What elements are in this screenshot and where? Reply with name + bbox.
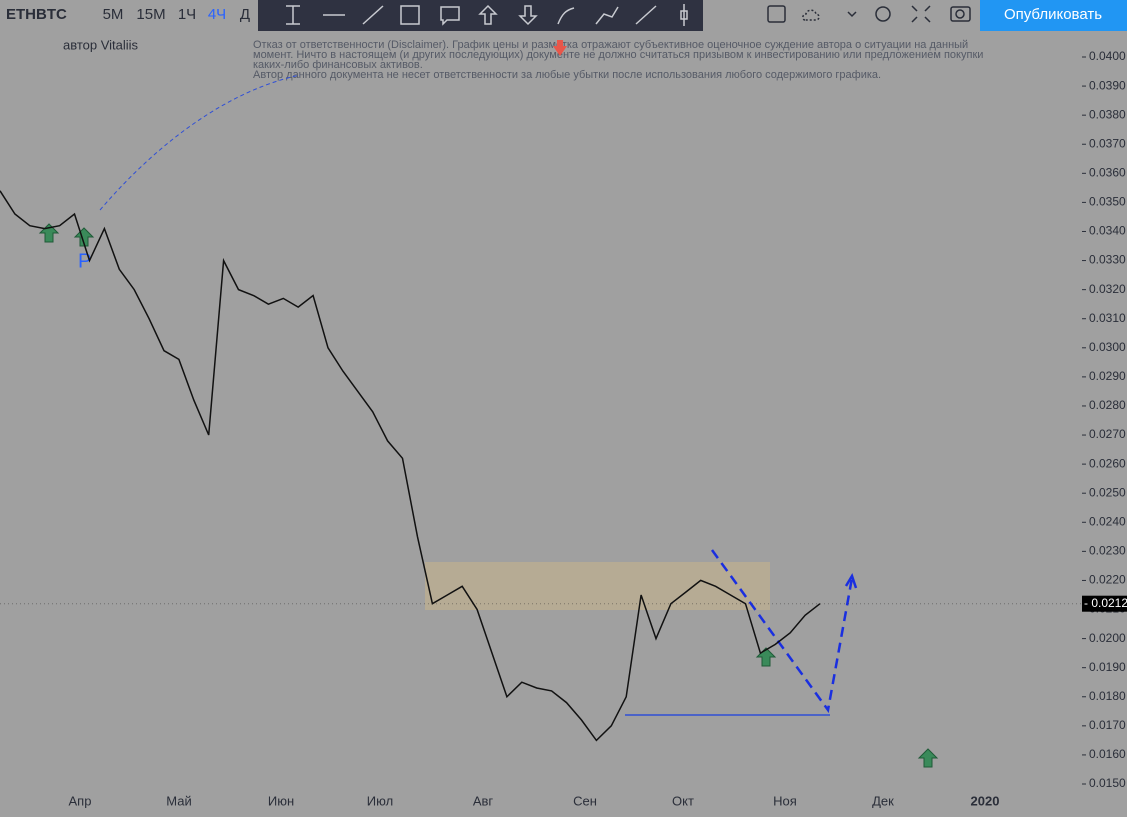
- y-tick-label: 0.0350: [1089, 195, 1126, 209]
- down-arrow: [553, 40, 567, 56]
- y-tick-label: 0.0320: [1089, 282, 1126, 296]
- x-tick-label: Сен: [573, 793, 597, 808]
- disclaimer-line: Отказ от ответственности (Disclaimer). Г…: [253, 39, 968, 51]
- y-tick-label: 0.0190: [1089, 660, 1126, 674]
- x-tick-label: Июл: [367, 793, 393, 808]
- interval[interactable]: 4Ч: [208, 6, 226, 23]
- y-tick-label: 0.0200: [1089, 631, 1126, 645]
- y-tick-label: 0.0370: [1089, 136, 1126, 150]
- y-tick-label: 0.0360: [1089, 165, 1126, 179]
- y-tick-label: 0.0170: [1089, 718, 1126, 732]
- last-price-tag: [1082, 595, 1127, 612]
- price-line: [0, 190, 821, 742]
- y-tick-label: 0.0160: [1089, 747, 1126, 761]
- y-tick-label: 0.0280: [1089, 398, 1126, 412]
- y-tick-label: 0.0240: [1089, 514, 1126, 528]
- last-price-label: - 0.0212: [1084, 596, 1127, 610]
- forecast-arrow: [710, 549, 854, 714]
- y-tick-label: 0.0300: [1089, 340, 1126, 354]
- x-tick-label: Апр: [69, 793, 92, 808]
- interval[interactable]: Д: [240, 6, 250, 23]
- y-tick-label: 0.0260: [1089, 456, 1126, 470]
- x-tick-label: Авг: [473, 793, 494, 808]
- interval[interactable]: 5M: [103, 6, 124, 23]
- disclaimer-line: Автор данного документа не несет ответст…: [253, 69, 881, 81]
- y-tick-label: 0.0340: [1089, 224, 1126, 238]
- x-tick-label: 2020: [971, 793, 1000, 808]
- interval[interactable]: 15M: [136, 6, 165, 23]
- publish-button[interactable]: [980, 0, 1127, 31]
- author: автор Vitaliis: [63, 37, 139, 52]
- arrowhead: [844, 573, 858, 589]
- y-tick-label: 0.0330: [1089, 253, 1126, 267]
- publish-label[interactable]: Опубликовать: [1004, 6, 1102, 23]
- disclaimer-line: каких-либо финансовых активов.: [253, 59, 423, 71]
- y-tick-label: 0.0310: [1089, 311, 1126, 325]
- y-tick-label: 0.0380: [1089, 107, 1126, 121]
- disclaimer-line: момент. Ничто в настоящем (и других посл…: [253, 49, 983, 61]
- y-tick-label: 0.0390: [1089, 78, 1126, 92]
- x-tick-label: Июн: [268, 793, 294, 808]
- price-axis: [1082, 35, 1127, 817]
- x-tick-label: Окт: [672, 793, 694, 808]
- symbol[interactable]: ETHBTC: [6, 6, 67, 23]
- y-tick-label: 0.0150: [1089, 776, 1126, 790]
- drawing-tools[interactable]: [286, 4, 688, 26]
- y-tick-label: 0.0180: [1089, 689, 1126, 703]
- top-right-icons[interactable]: [767, 5, 971, 23]
- y-tick-label: 0.0290: [1089, 369, 1126, 383]
- y-tick-label: 0.0230: [1089, 544, 1126, 558]
- y-tick-label: 0.0400: [1089, 49, 1126, 63]
- y-tick-label: 0.0270: [1089, 427, 1126, 441]
- y-tick-label: 0.0220: [1089, 573, 1126, 587]
- zone: [425, 562, 770, 610]
- x-tick-label: Май: [166, 793, 191, 808]
- x-tick-label: Ноя: [773, 793, 797, 808]
- curve: [99, 74, 301, 211]
- interval[interactable]: 1Ч: [178, 6, 196, 23]
- x-tick-label: Дек: [872, 793, 894, 808]
- y-tick-label: 0.0250: [1089, 485, 1126, 499]
